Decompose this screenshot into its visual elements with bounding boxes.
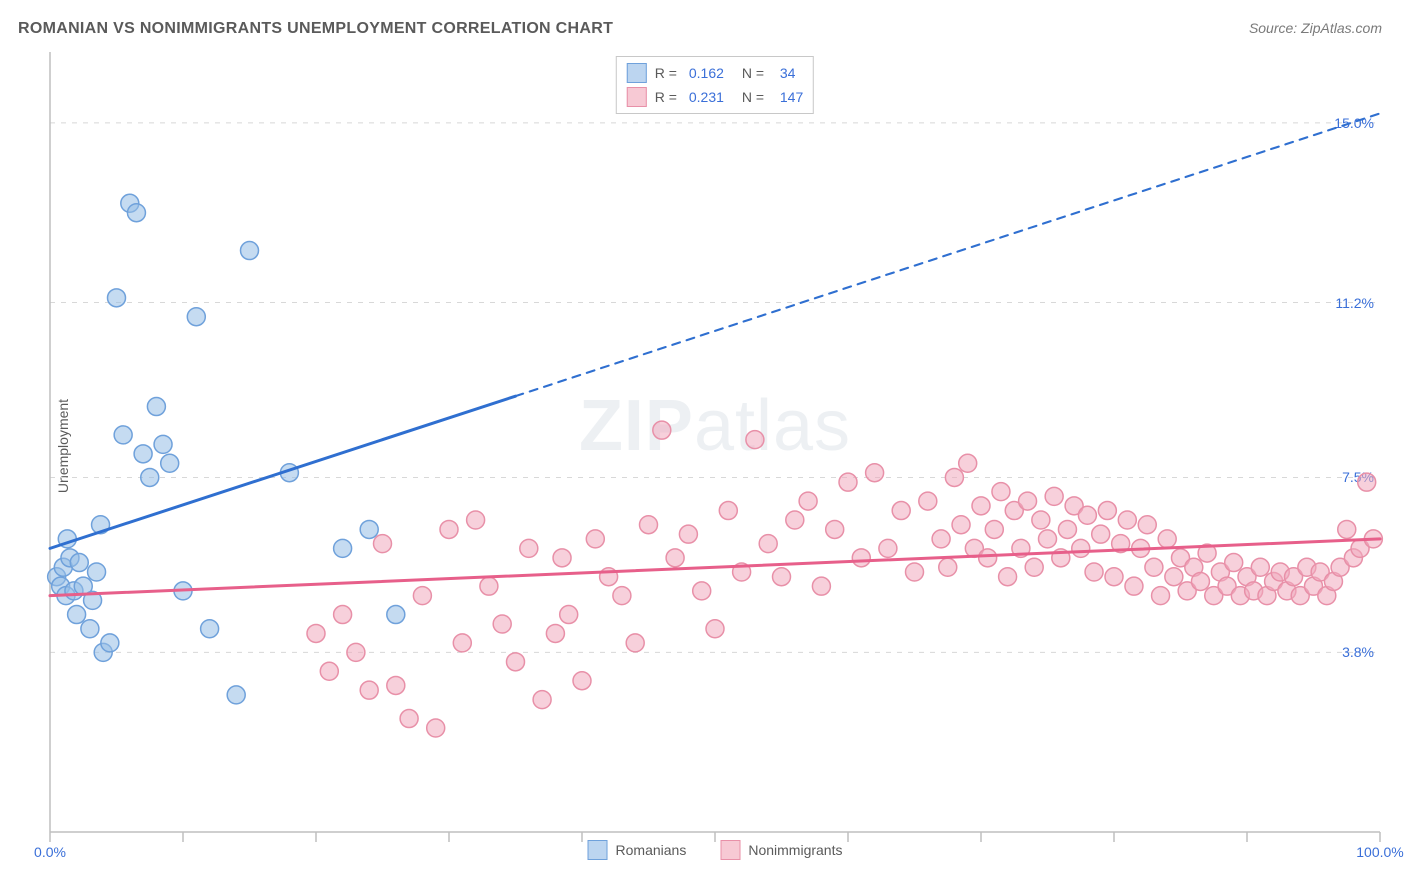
x-tick-label: 100.0% bbox=[1356, 844, 1403, 860]
correlation-legend: R = 0.162N = 34R = 0.231N = 147 bbox=[616, 56, 814, 114]
chart-title: ROMANIAN VS NONIMMIGRANTS UNEMPLOYMENT C… bbox=[18, 20, 613, 38]
legend-row: R = 0.231N = 147 bbox=[627, 85, 803, 109]
source-label: Source: ZipAtlas.com bbox=[1249, 20, 1382, 36]
legend-item: Romanians bbox=[588, 840, 687, 860]
legend-item: Nonimmigrants bbox=[720, 840, 842, 860]
legend-swatch bbox=[627, 87, 647, 107]
legend-swatch bbox=[588, 840, 608, 860]
legend-swatch bbox=[720, 840, 740, 860]
legend-row: R = 0.162N = 34 bbox=[627, 61, 803, 85]
series-legend: Romanians Nonimmigrants bbox=[588, 840, 843, 860]
plot-area: ZIPatlas R = 0.162N = 34R = 0.231N = 147… bbox=[50, 52, 1380, 832]
trend-layer bbox=[50, 52, 1380, 832]
legend-swatch bbox=[627, 63, 647, 83]
x-tick-label: 0.0% bbox=[34, 844, 66, 860]
